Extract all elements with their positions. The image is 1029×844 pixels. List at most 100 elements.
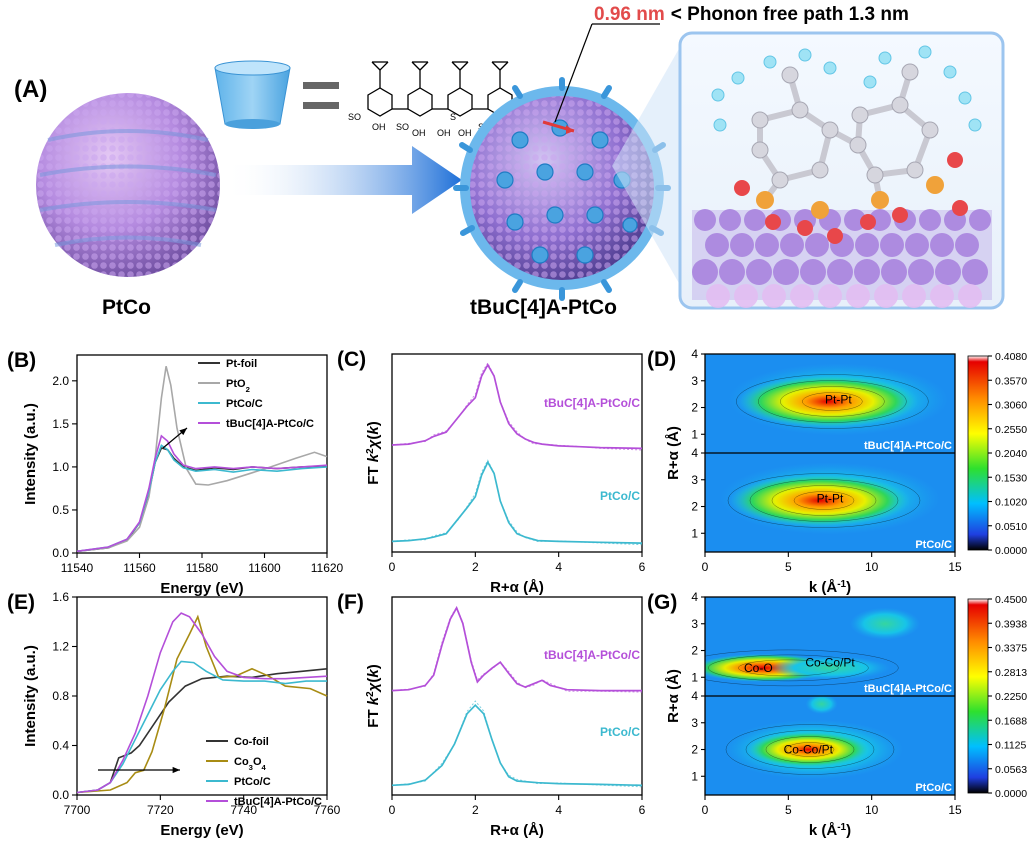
colorbar-tick-label: 0.1125	[995, 740, 1026, 752]
peak-label: Co-Co/Pt	[784, 743, 834, 757]
y-tick-label: 1.6	[52, 590, 69, 604]
plot-frame	[391, 596, 643, 796]
colorbar-tick-label: 0.1688	[995, 715, 1027, 727]
panel-label: (B)	[7, 349, 36, 372]
heatmap-peak	[746, 731, 871, 768]
colorbar-tick-label: 0.1020	[995, 497, 1027, 509]
map-name: tBuC[4]A-PtCo/C	[864, 440, 952, 452]
y-axis-label: Intensity (a.u.)	[22, 403, 39, 505]
x-tick-label: 0	[389, 560, 396, 574]
series-label: tBuC[4]A-PtCo/C	[544, 648, 640, 662]
y-tick-label: 4	[691, 446, 698, 460]
colorbar-tick-label: 0.3060	[995, 400, 1027, 412]
plot-frame	[76, 596, 328, 796]
distance-value: 0.96 nm < Phonon free path 1.3 nm	[594, 4, 909, 25]
top-schematic: (A) PtCo	[14, 4, 1005, 319]
y-tick-label: 2	[691, 500, 698, 514]
x-axis-label: Energy (eV)	[160, 580, 243, 597]
panel-e-co-xanes: 7700 7720 7740 7760 0.0 0.4 0.8 1.2 1.6 Energy (e…	[7, 590, 341, 839]
ptco-caption: PtCo	[102, 296, 151, 319]
y-tick-label: 2.0	[52, 374, 69, 388]
x-tick-label: 11600	[248, 561, 281, 575]
structure-label: SO	[396, 122, 409, 132]
contour-line	[749, 479, 899, 522]
structure-label: OH	[372, 122, 386, 132]
colorbar-tick-label: 0.0000	[995, 545, 1027, 557]
x-tick-label: 11620	[311, 561, 344, 575]
y-axis-label: FT k2χ(k)	[365, 664, 383, 727]
x-tick-label: 15	[948, 803, 962, 817]
series-line	[76, 612, 328, 794]
surface-atoms	[692, 209, 992, 308]
series-line	[391, 363, 643, 450]
contour-line	[736, 374, 929, 429]
contour-line	[758, 380, 907, 423]
fit-line	[391, 700, 643, 788]
y-tick-label: 4	[691, 347, 698, 361]
panel-c-pt-ft-exafs: tBuC[4]A-PtCo/C PtCo/C 0 2 4 6 R+α (Å) FT k2χ(k…	[337, 348, 646, 596]
contour-line	[765, 736, 855, 763]
peak-label: Pt-Pt	[825, 392, 852, 406]
y-axis-label: Intensity (a.u.)	[22, 645, 39, 747]
plot-frame	[76, 354, 328, 554]
equals-icon	[303, 82, 339, 109]
series-line	[76, 614, 328, 794]
y-tick-label: 0.0	[52, 788, 69, 802]
x-tick-label: 6	[639, 560, 646, 574]
structure-label: SO	[348, 112, 361, 122]
series-label: PtCo/C	[600, 489, 640, 503]
ptco-sphere	[36, 93, 220, 277]
panel-b-pt-xanes: 11540 11560 11580 11600 11620 0.0 0.5 1.0 1.5 2.0…	[7, 349, 344, 597]
fit-line	[391, 459, 643, 546]
trend-arrow-head	[172, 766, 180, 774]
y-tick-label: 0.4	[52, 739, 69, 753]
panel-g-co-wavelet: Co-O Co-Co/Pt tBuC[4]A-PtCo/C Co-Co/Pt PtCo/…	[647, 590, 1027, 839]
plot-frame	[391, 353, 643, 553]
distance-caption-text: < Phonon free path 1.3 nm	[671, 4, 909, 25]
contour-line	[745, 730, 875, 769]
colorbar-tick-label: 0.4500	[995, 594, 1027, 606]
trend-arrow-head	[179, 428, 187, 436]
legend-label: tBuC[4]A-PtCo/C	[234, 796, 322, 808]
y-tick-label: 3	[691, 473, 698, 487]
legend-label: Co3O4	[234, 756, 267, 772]
panel-label: (D)	[647, 348, 676, 371]
map-name: tBuC[4]A-PtCo/C	[864, 683, 952, 695]
series-line	[76, 434, 328, 553]
x-tick-label: 6	[639, 803, 646, 817]
tbuc4a-ptco-caption: tBuC[4]A-PtCo	[470, 296, 617, 319]
map-name: PtCo/C	[915, 782, 952, 794]
y-tick-label: 1.5	[52, 417, 69, 431]
x-tick-label: 0	[389, 803, 396, 817]
y-tick-label: 2	[691, 644, 698, 658]
legend-label: Co-foil	[234, 736, 269, 748]
colorbar-tick-label: 0.2040	[995, 448, 1027, 460]
y-tick-label: 2	[691, 401, 698, 415]
x-axis-label: k (Å-1)	[809, 822, 851, 840]
contour-line	[771, 485, 877, 516]
molecule-model	[711, 45, 982, 244]
y-tick-label: 1	[691, 670, 698, 684]
y-tick-label: 2	[691, 743, 698, 757]
y-axis-label: R+α (Å)	[665, 426, 682, 480]
peak-label: Co-Co/Pt	[805, 656, 855, 670]
distance-value-text: 0.96 nm	[594, 4, 665, 25]
y-tick-label: 3	[691, 374, 698, 388]
calixarene-cup-icon	[214, 60, 291, 129]
series-label: PtCo/C	[600, 725, 640, 739]
contour-line	[793, 491, 855, 510]
x-tick-label: 7760	[314, 803, 341, 817]
colorbar-tick-label: 0.1530	[995, 472, 1027, 484]
colorbar	[967, 598, 989, 794]
structure-label: OH	[412, 128, 426, 138]
colorbar-tick-label: 0.0510	[995, 521, 1027, 533]
colorbar-tick-label: 0.2550	[995, 424, 1027, 436]
heatmap-halo	[805, 694, 838, 715]
y-tick-label: 1	[691, 427, 698, 441]
y-tick-label: 0.8	[52, 689, 69, 703]
colorbar-tick-label: 0.2813	[995, 667, 1027, 679]
series-line	[76, 447, 328, 553]
heatmap-peak	[738, 375, 919, 428]
series-line	[391, 605, 642, 692]
